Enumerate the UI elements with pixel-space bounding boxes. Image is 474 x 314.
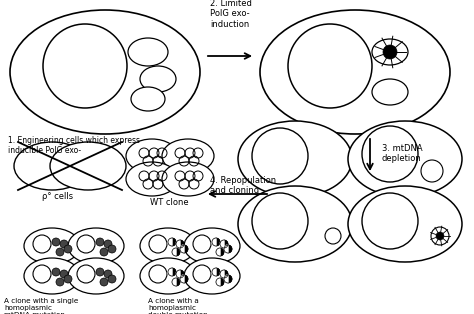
Ellipse shape <box>68 228 124 264</box>
Ellipse shape <box>128 38 168 66</box>
Ellipse shape <box>140 258 196 294</box>
Circle shape <box>52 238 60 246</box>
Text: WT clone: WT clone <box>150 198 189 207</box>
Circle shape <box>180 245 188 253</box>
Ellipse shape <box>24 228 80 264</box>
Ellipse shape <box>140 228 196 264</box>
Polygon shape <box>180 275 184 283</box>
Ellipse shape <box>140 66 176 92</box>
Ellipse shape <box>348 186 462 262</box>
Ellipse shape <box>184 228 240 264</box>
Circle shape <box>56 278 64 286</box>
Polygon shape <box>216 248 220 256</box>
Polygon shape <box>216 278 220 286</box>
Circle shape <box>96 238 104 246</box>
Polygon shape <box>172 278 176 286</box>
Ellipse shape <box>238 121 352 197</box>
Circle shape <box>216 248 224 256</box>
Circle shape <box>224 245 232 253</box>
Circle shape <box>172 248 180 256</box>
Circle shape <box>60 270 68 278</box>
Circle shape <box>100 248 108 256</box>
Ellipse shape <box>260 10 450 134</box>
Polygon shape <box>212 268 216 276</box>
Circle shape <box>212 268 220 276</box>
Circle shape <box>52 268 60 276</box>
Circle shape <box>176 270 184 278</box>
Polygon shape <box>172 248 176 256</box>
Polygon shape <box>168 268 172 276</box>
Ellipse shape <box>238 186 352 262</box>
Ellipse shape <box>50 142 126 190</box>
Polygon shape <box>176 240 180 248</box>
Text: 2. Limited
PolG exo-
induction: 2. Limited PolG exo- induction <box>210 0 252 29</box>
Circle shape <box>176 240 184 248</box>
Text: 4. Repopulation
and cloning: 4. Repopulation and cloning <box>210 176 276 195</box>
Polygon shape <box>220 240 224 248</box>
Ellipse shape <box>126 139 178 173</box>
Ellipse shape <box>68 258 124 294</box>
Polygon shape <box>168 238 172 246</box>
Circle shape <box>96 268 104 276</box>
Circle shape <box>168 268 176 276</box>
Text: A clone with a single
homoplasmic
mtDNA mutation: A clone with a single homoplasmic mtDNA … <box>4 298 78 314</box>
Ellipse shape <box>372 79 408 105</box>
Polygon shape <box>180 245 184 253</box>
Circle shape <box>224 275 232 283</box>
Ellipse shape <box>162 162 214 196</box>
Ellipse shape <box>126 162 178 196</box>
Circle shape <box>104 270 112 278</box>
Circle shape <box>64 275 72 283</box>
Ellipse shape <box>131 87 165 111</box>
Ellipse shape <box>162 139 214 173</box>
Ellipse shape <box>14 142 90 190</box>
Circle shape <box>212 238 220 246</box>
Circle shape <box>216 278 224 286</box>
Circle shape <box>108 245 116 253</box>
Circle shape <box>56 248 64 256</box>
Circle shape <box>60 240 68 248</box>
Circle shape <box>108 275 116 283</box>
Polygon shape <box>212 238 216 246</box>
Circle shape <box>100 278 108 286</box>
Polygon shape <box>176 270 180 278</box>
Circle shape <box>104 240 112 248</box>
Circle shape <box>168 238 176 246</box>
Polygon shape <box>224 245 228 253</box>
Circle shape <box>172 278 180 286</box>
Ellipse shape <box>372 39 408 65</box>
Circle shape <box>220 240 228 248</box>
Ellipse shape <box>348 121 462 197</box>
Ellipse shape <box>24 258 80 294</box>
Text: 1. Engineering cells which express
inducible PolG exo-: 1. Engineering cells which express induc… <box>8 136 140 155</box>
Polygon shape <box>224 275 228 283</box>
Text: ρ° cells: ρ° cells <box>42 192 73 201</box>
Polygon shape <box>220 270 224 278</box>
Circle shape <box>64 245 72 253</box>
Circle shape <box>180 275 188 283</box>
Circle shape <box>436 232 444 240</box>
Text: A clone with a
homoplasmic
double mutation: A clone with a homoplasmic double mutati… <box>148 298 208 314</box>
Ellipse shape <box>184 258 240 294</box>
Text: 3. mtDNA
depletion: 3. mtDNA depletion <box>382 144 423 163</box>
Circle shape <box>220 270 228 278</box>
Circle shape <box>383 45 397 59</box>
Ellipse shape <box>10 10 200 134</box>
